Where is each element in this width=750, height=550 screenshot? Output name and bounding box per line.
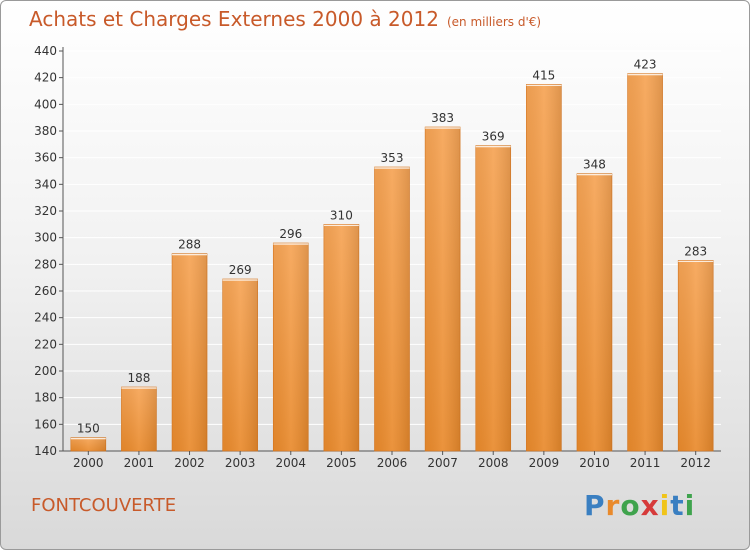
bar-shade-2009 [526, 84, 562, 451]
logo-letter: t [670, 489, 685, 522]
bar-shade-2012 [678, 260, 714, 451]
x-tick-label-2003: 2003 [225, 456, 256, 470]
x-tick-label-2012: 2012 [680, 456, 711, 470]
bar-shade-2005 [323, 224, 359, 451]
chart-title-text: Achats et Charges Externes 2000 à 2012 [29, 7, 439, 31]
chart-title: Achats et Charges Externes 2000 à 2012 (e… [29, 7, 541, 31]
y-tick-label-320: 320 [34, 204, 57, 218]
y-tick-label-340: 340 [34, 177, 57, 191]
x-tick-label-2009: 2009 [529, 456, 560, 470]
logo-letter: o [620, 489, 641, 522]
y-tick-label-360: 360 [34, 151, 57, 165]
value-label-2011: 423 [634, 58, 657, 72]
value-label-2000: 150 [77, 422, 100, 436]
bar-shade-2002 [172, 253, 208, 451]
y-tick-label-300: 300 [34, 231, 57, 245]
y-tick-label-200: 200 [34, 364, 57, 378]
y-tick-label-220: 220 [34, 337, 57, 351]
bar-shade-2010 [576, 173, 612, 451]
logo-letter: i [659, 489, 671, 522]
x-tick-label-2001: 2001 [124, 456, 155, 470]
y-tick-label-260: 260 [34, 284, 57, 298]
x-tick-label-2004: 2004 [275, 456, 306, 470]
chart-subtitle: (en milliers d'€) [446, 15, 542, 29]
x-tick-label-2000: 2000 [73, 456, 104, 470]
value-label-2010: 348 [583, 158, 606, 172]
logo-letter: r [605, 489, 621, 522]
logo-letter: i [684, 489, 696, 522]
bar-shade-2000 [70, 437, 106, 451]
value-label-2009: 415 [532, 68, 555, 82]
bar-shade-2007 [425, 127, 461, 451]
y-tick-label-380: 380 [34, 124, 57, 138]
x-tick-label-2002: 2002 [174, 456, 205, 470]
value-label-2005: 310 [330, 208, 353, 222]
value-label-2012: 283 [684, 244, 707, 258]
value-label-2008: 369 [482, 130, 505, 144]
bar-shade-2004 [273, 243, 309, 451]
value-label-2003: 269 [229, 263, 252, 277]
logo-letter: P [584, 489, 606, 522]
y-tick-label-440: 440 [34, 44, 57, 58]
y-tick-label-160: 160 [34, 417, 57, 431]
value-label-2002: 288 [178, 238, 201, 252]
value-label-2001: 188 [127, 371, 150, 385]
bar-shade-2003 [222, 279, 258, 451]
y-tick-label-400: 400 [34, 97, 57, 111]
commune-name: FONTCOUVERTE [31, 495, 177, 516]
x-tick-label-2010: 2010 [579, 456, 610, 470]
x-tick-label-2006: 2006 [377, 456, 408, 470]
logo-letter: x [640, 489, 660, 522]
x-tick-label-2011: 2011 [630, 456, 661, 470]
x-tick-label-2008: 2008 [478, 456, 509, 470]
bar-shade-2006 [374, 167, 410, 451]
bar-shade-2001 [121, 387, 157, 451]
value-label-2007: 383 [431, 111, 454, 125]
proxiti-logo: Proxiti [584, 489, 695, 522]
y-tick-label-140: 140 [34, 444, 57, 458]
value-label-2006: 353 [381, 151, 404, 165]
y-tick-label-240: 240 [34, 311, 57, 325]
value-label-2004: 296 [279, 227, 302, 241]
y-tick-label-280: 280 [34, 257, 57, 271]
y-tick-label-420: 420 [34, 71, 57, 85]
bar-shade-2008 [475, 145, 511, 451]
x-tick-label-2005: 2005 [326, 456, 357, 470]
bar-shade-2011 [627, 73, 663, 452]
y-tick-label-180: 180 [34, 391, 57, 405]
x-tick-label-2007: 2007 [427, 456, 458, 470]
